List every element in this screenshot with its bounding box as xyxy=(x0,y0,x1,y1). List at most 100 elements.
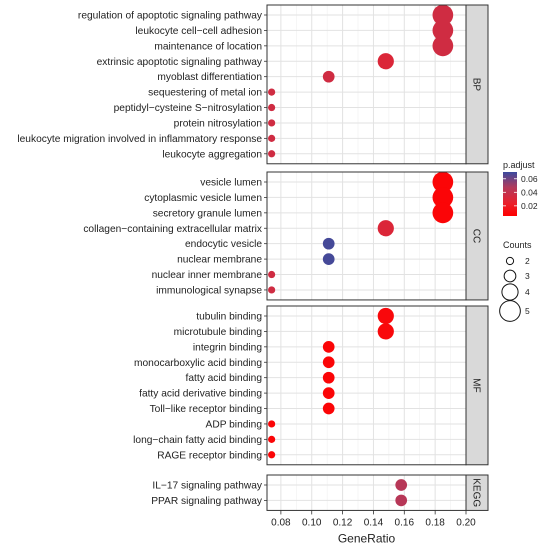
data-point xyxy=(432,4,454,26)
panels-layer: regulation of apoptotic signaling pathwa… xyxy=(17,4,489,511)
facet-strip-label: MF xyxy=(471,378,482,392)
data-point xyxy=(322,237,335,250)
data-point xyxy=(268,103,276,112)
data-point xyxy=(377,53,394,70)
panel-cc: vesicle lumen cytoplasmic vesicle lumen se… xyxy=(83,171,489,301)
data-point xyxy=(322,253,335,265)
facet-strip xyxy=(465,171,489,301)
y-tick-label: tubulin binding xyxy=(196,312,262,323)
size-legend-label: 5 xyxy=(525,306,530,316)
data-point xyxy=(432,202,454,224)
data-point xyxy=(395,494,408,507)
color-legend-tick-label: 0.02 xyxy=(521,201,538,211)
y-tick-label: vesicle lumen xyxy=(200,178,262,189)
facet-strip-label: KEGG xyxy=(471,478,482,507)
size-legend-circle xyxy=(499,300,521,322)
y-tick-label: secretory granule lumen xyxy=(153,208,262,219)
y-tick-label: extrinsic apoptotic signaling pathway xyxy=(97,57,263,68)
data-point xyxy=(432,171,454,193)
data-point xyxy=(377,323,394,340)
size-legend-circle xyxy=(503,269,517,283)
y-tick-label: microtubule binding xyxy=(174,327,263,338)
y-tick-label: long−chain fatty acid binding xyxy=(133,435,262,446)
data-point xyxy=(377,307,394,325)
data-point xyxy=(322,356,335,369)
y-tick-label: sequestering of metal ion xyxy=(148,88,262,99)
panel-mf: tubulin binding microtubule binding integr… xyxy=(133,305,489,466)
y-tick-label: maintenance of location xyxy=(154,41,262,52)
y-tick-label: Toll−like receptor binding xyxy=(150,404,263,415)
panel-bp: regulation of apoptotic signaling pathwa… xyxy=(17,4,489,165)
facet-strip xyxy=(465,474,489,511)
y-tick-label: leukocyte aggregation xyxy=(162,149,262,160)
y-tick-label: immunological synapse xyxy=(156,285,262,296)
x-tick-label: 0.18 xyxy=(425,517,445,528)
size-legend-label: 3 xyxy=(525,271,530,281)
data-point xyxy=(432,187,454,208)
y-tick-label: leukocyte cell−cell adhesion xyxy=(135,26,262,37)
data-point xyxy=(268,134,276,142)
y-tick-label: protein nitrosylation xyxy=(174,118,262,129)
y-tick-label: regulation of apoptotic signaling pathwa… xyxy=(78,11,263,22)
data-point xyxy=(322,70,335,83)
x-tick-label: 0.20 xyxy=(456,517,476,528)
x-tick-label: 0.10 xyxy=(302,517,322,528)
x-axis-title: GeneRatio xyxy=(338,531,396,545)
y-tick-label: nuclear membrane xyxy=(177,255,262,266)
data-point xyxy=(322,402,335,415)
data-point xyxy=(432,20,454,41)
y-tick-label: PPAR signaling pathway xyxy=(151,496,263,507)
facet-strip xyxy=(465,305,489,466)
size-legend-circle xyxy=(501,283,519,301)
x-tick-label: 0.08 xyxy=(271,517,291,528)
x-axis: 0.08 0.10 0.12 0.14 0.16 0.18 0.20 GeneRatio xyxy=(271,510,476,545)
color-legend-tick-label: 0.04 xyxy=(521,187,538,197)
facet-strip-label: CC xyxy=(471,229,482,243)
data-point xyxy=(322,371,335,384)
data-point xyxy=(268,119,276,127)
data-point xyxy=(268,451,276,459)
y-tick-label: fatty acid binding xyxy=(186,373,263,384)
y-tick-label: leukocyte migration involved in inflamma… xyxy=(17,134,262,145)
y-tick-label: monocarboxylic acid binding xyxy=(134,358,262,369)
y-tick-label: fatty acid derivative binding xyxy=(139,389,262,400)
data-point xyxy=(268,286,276,294)
facet-strip-label: BP xyxy=(471,78,482,92)
y-tick-label: ADP binding xyxy=(206,419,263,430)
x-tick-label: 0.14 xyxy=(364,517,384,528)
data-point xyxy=(395,479,408,491)
panel-background xyxy=(267,475,466,511)
y-tick-label: cytoplasmic vesicle lumen xyxy=(144,193,262,204)
data-point xyxy=(268,420,276,428)
y-tick-label: RAGE receptor binding xyxy=(157,450,262,461)
facet-strip xyxy=(465,4,489,165)
data-point xyxy=(322,340,335,353)
data-point xyxy=(322,387,335,399)
panel-kegg: IL−17 signaling pathway PPAR signaling pa… xyxy=(151,474,489,511)
size-legend-label: 2 xyxy=(525,256,530,266)
y-tick-label: IL−17 signaling pathway xyxy=(152,481,263,492)
color-legend-tick-label: 0.06 xyxy=(521,174,538,184)
legends: p.adjust 0.06 0.04 0.02 Counts 2 3 4 5 xyxy=(499,160,538,322)
y-tick-label: integrin binding xyxy=(193,342,262,353)
color-legend-title: p.adjust xyxy=(503,160,535,170)
size-legend-label: 4 xyxy=(525,287,530,297)
data-point xyxy=(268,435,276,443)
data-point xyxy=(377,220,394,237)
y-tick-label: endocytic vesicle xyxy=(185,239,262,250)
data-point xyxy=(268,88,276,96)
y-tick-label: peptidyl−cysteine S−nitrosylation xyxy=(114,103,262,114)
data-point xyxy=(432,35,454,57)
size-legend-circle xyxy=(505,256,515,266)
color-legend-bar xyxy=(503,172,517,216)
x-tick-label: 0.12 xyxy=(333,517,353,528)
x-tick-label: 0.16 xyxy=(395,517,415,528)
data-point xyxy=(268,270,276,279)
data-point xyxy=(268,150,276,158)
panel-background xyxy=(267,172,466,300)
y-tick-label: collagen−containing extracellular matrix xyxy=(83,224,262,235)
panel-background xyxy=(267,306,466,465)
size-legend-title: Counts xyxy=(503,240,532,250)
